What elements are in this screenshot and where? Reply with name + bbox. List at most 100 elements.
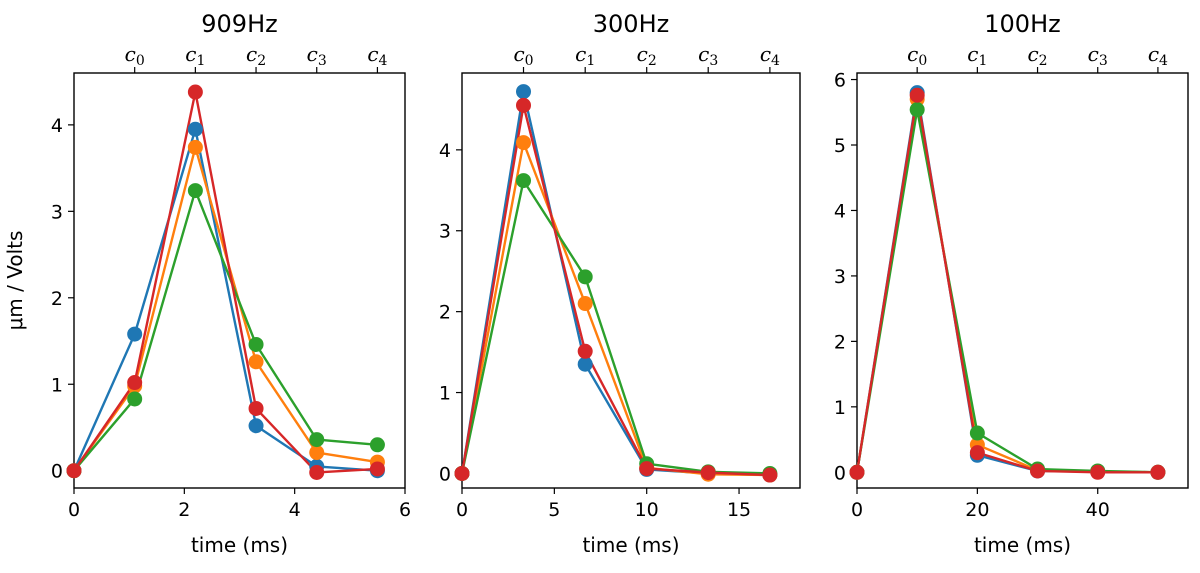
series-line-3 bbox=[460, 104, 770, 477]
top-tick-letter: c bbox=[698, 42, 709, 66]
series-3-point bbox=[309, 464, 325, 480]
top-tick-subscript: 1 bbox=[197, 53, 206, 69]
plot-frame bbox=[461, 72, 801, 489]
top-tick-subscript: 2 bbox=[257, 53, 266, 69]
top-tick-subscript: 0 bbox=[918, 53, 927, 69]
series-2-point bbox=[577, 269, 593, 285]
series-3-point bbox=[762, 467, 778, 483]
series-3-point bbox=[1030, 463, 1046, 479]
top-tick-label: c3 bbox=[307, 42, 327, 69]
top-tick-label: c1 bbox=[967, 42, 987, 69]
series-line-0 bbox=[72, 127, 378, 472]
top-tick-label: c0 bbox=[513, 42, 533, 69]
y-tick-label: 2 bbox=[439, 302, 451, 324]
top-tick-letter: c bbox=[1027, 42, 1038, 66]
series-line-1 bbox=[855, 97, 1158, 474]
top-tick-label: c2 bbox=[1027, 42, 1047, 69]
series-3-point bbox=[369, 461, 385, 477]
top-tick-label: c1 bbox=[575, 42, 595, 69]
top-tick-subscript: 3 bbox=[709, 53, 718, 69]
y-tick-label: 4 bbox=[834, 200, 846, 222]
y-tick-label: 6 bbox=[834, 70, 846, 92]
x-axis-label: time (ms) bbox=[974, 533, 1071, 557]
top-tick-subscript: 1 bbox=[586, 53, 595, 69]
top-tick-label: c3 bbox=[1088, 42, 1108, 69]
series-3-point bbox=[1150, 464, 1166, 480]
series-0-point bbox=[248, 418, 264, 434]
series-3-point bbox=[248, 400, 264, 416]
top-tick-subscript: 3 bbox=[318, 53, 327, 69]
top-tick-label: c3 bbox=[698, 42, 718, 69]
y-tick-label: 2 bbox=[834, 331, 846, 353]
y-axis-label: μm / Volts bbox=[3, 231, 27, 331]
series-line-1 bbox=[73, 146, 378, 472]
series-3-point bbox=[66, 463, 82, 479]
y-tick-label: 0 bbox=[834, 462, 846, 484]
top-tick-subscript: 4 bbox=[1159, 53, 1168, 69]
x-tick-label: 6 bbox=[399, 499, 411, 521]
y-tick-label: 1 bbox=[439, 383, 451, 405]
chart-title: 909Hz bbox=[201, 10, 277, 38]
x-tick-label: 5 bbox=[548, 499, 560, 521]
top-tick-label: c2 bbox=[246, 42, 266, 69]
y-tick-label: 4 bbox=[51, 115, 63, 137]
top-tick-letter: c bbox=[185, 42, 196, 66]
top-tick-label: c4 bbox=[367, 42, 387, 69]
top-tick-subscript: 2 bbox=[648, 53, 657, 69]
top-tick-letter: c bbox=[1148, 42, 1159, 66]
series-1-point bbox=[577, 296, 593, 312]
series-3-point bbox=[516, 97, 532, 113]
top-tick-letter: c bbox=[246, 42, 257, 66]
top-tick-label: c1 bbox=[185, 42, 205, 69]
top-tick-subscript: 0 bbox=[525, 53, 534, 69]
series-3-point bbox=[849, 464, 865, 480]
chart-title: 100Hz bbox=[984, 10, 1060, 38]
series-0-point bbox=[187, 121, 203, 137]
y-tick-label: 3 bbox=[834, 266, 846, 288]
top-tick-label: c4 bbox=[1148, 42, 1168, 69]
series-2-point bbox=[127, 391, 143, 407]
series-2-point bbox=[516, 173, 532, 189]
top-tick-letter: c bbox=[307, 42, 318, 66]
series-2-point bbox=[248, 336, 264, 352]
y-tick-label: 4 bbox=[439, 140, 451, 162]
top-tick-label: c0 bbox=[125, 42, 145, 69]
y-tick-label: 2 bbox=[51, 288, 63, 310]
y-tick-label: 5 bbox=[834, 135, 846, 157]
y-tick-label: 1 bbox=[51, 374, 63, 396]
x-tick-label: 20 bbox=[965, 499, 989, 521]
top-tick-letter: c bbox=[1088, 42, 1099, 66]
x-tick-label: 0 bbox=[68, 499, 80, 521]
top-tick-label: c2 bbox=[637, 42, 657, 69]
chart-title: 300Hz bbox=[593, 10, 669, 38]
top-tick-label: c4 bbox=[760, 42, 780, 69]
series-1-point bbox=[309, 445, 325, 461]
series-3-point bbox=[187, 84, 203, 100]
series-3-point bbox=[577, 343, 593, 359]
series-line-3 bbox=[855, 94, 1158, 474]
series-line-1 bbox=[460, 141, 770, 477]
top-tick-letter: c bbox=[125, 42, 136, 66]
top-tick-label: c0 bbox=[907, 42, 927, 69]
x-tick-label: 10 bbox=[635, 499, 659, 521]
series-3-point bbox=[1090, 464, 1106, 480]
x-tick-label: 40 bbox=[1086, 499, 1110, 521]
series-3-point bbox=[639, 461, 655, 477]
series-3-point bbox=[909, 87, 925, 103]
top-tick-letter: c bbox=[367, 42, 378, 66]
x-axis-label: time (ms) bbox=[191, 533, 288, 557]
series-line-2 bbox=[855, 108, 1158, 474]
y-tick-label: 0 bbox=[439, 463, 451, 485]
series-2-point bbox=[369, 437, 385, 453]
top-tick-letter: c bbox=[637, 42, 648, 66]
series-3-point bbox=[127, 375, 143, 391]
x-tick-label: 4 bbox=[289, 499, 301, 521]
top-tick-letter: c bbox=[575, 42, 586, 66]
series-line-0 bbox=[460, 90, 770, 477]
top-tick-subscript: 1 bbox=[979, 53, 988, 69]
top-tick-letter: c bbox=[513, 42, 524, 66]
top-tick-subscript: 3 bbox=[1099, 53, 1108, 69]
series-0-point bbox=[127, 326, 143, 342]
x-tick-label: 0 bbox=[851, 499, 863, 521]
